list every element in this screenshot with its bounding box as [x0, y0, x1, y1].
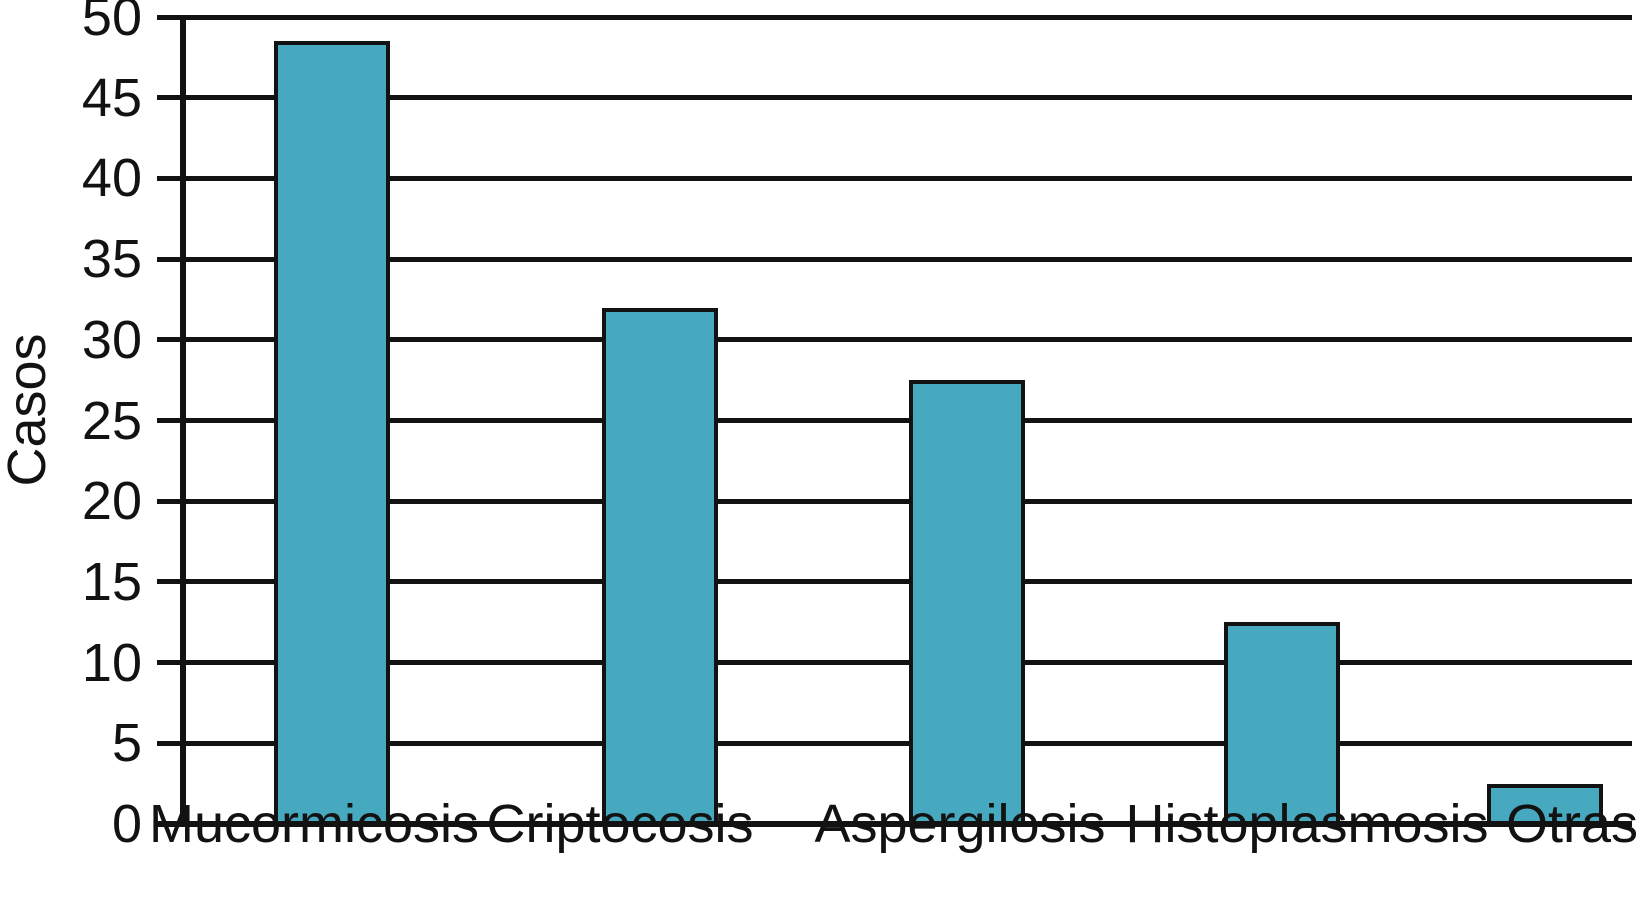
y-tick-label: 50 [81, 0, 142, 47]
gridline [157, 15, 1632, 20]
y-tick-label: 30 [81, 310, 142, 370]
bar-otras [1487, 784, 1603, 824]
y-tick-label: 25 [81, 391, 142, 451]
gridline [157, 95, 1632, 100]
gridline [157, 579, 1632, 584]
y-tick-label: 0 [111, 794, 142, 854]
gridline [157, 257, 1632, 262]
gridline [157, 660, 1632, 665]
y-axis-line [180, 15, 186, 827]
y-tick-label: 10 [81, 633, 142, 693]
gridline [157, 499, 1632, 504]
bar-aspergilosis [909, 380, 1025, 824]
bar-mucormicosis [274, 41, 390, 824]
y-tick-label: 15 [81, 552, 142, 612]
y-tick-label: 45 [81, 68, 142, 128]
gridline [157, 337, 1632, 342]
gridline [157, 176, 1632, 181]
gridline [157, 418, 1632, 423]
bar-histoplasmosis [1224, 622, 1340, 824]
y-tick-label: 40 [81, 148, 142, 208]
y-tick-label: 35 [81, 229, 142, 289]
bar-criptocosis [602, 308, 718, 824]
y-tick-label: 20 [81, 471, 142, 531]
gridline [157, 741, 1632, 746]
y-tick-label: 5 [111, 713, 142, 773]
x-axis-baseline [157, 821, 1632, 827]
